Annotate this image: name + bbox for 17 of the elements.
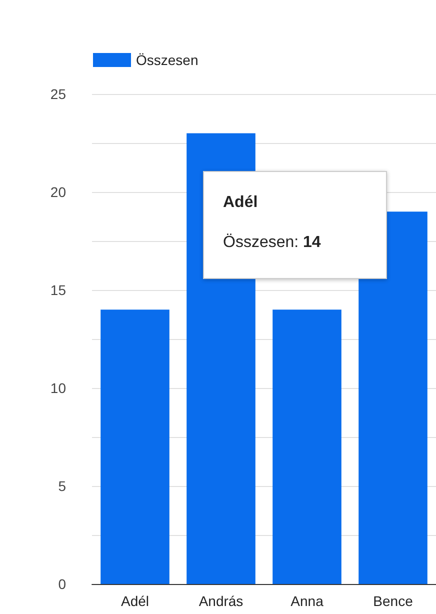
bar <box>100 310 170 584</box>
annotation: Adél <box>223 194 259 212</box>
bar <box>272 310 342 584</box>
y-tick-label: 20 <box>50 184 66 200</box>
y-tick-label: 0 <box>58 576 66 592</box>
tooltip-card: Adél Összesen: 14 <box>203 171 387 279</box>
bar <box>358 212 428 584</box>
x-tick-label: Adél <box>120 593 150 609</box>
y-tick-label: 25 <box>50 86 66 102</box>
legend-label: Összesen <box>136 52 198 68</box>
y-tick-label: 15 <box>50 282 66 298</box>
y-tick-label: 10 <box>50 380 66 396</box>
x-tick-label: Anna <box>290 593 324 609</box>
x-tick-label: András <box>198 593 244 609</box>
annotation: Összesen: 14 <box>223 234 321 251</box>
y-tick-label: 5 <box>58 478 66 494</box>
x-tick-label: Bence <box>373 593 414 609</box>
